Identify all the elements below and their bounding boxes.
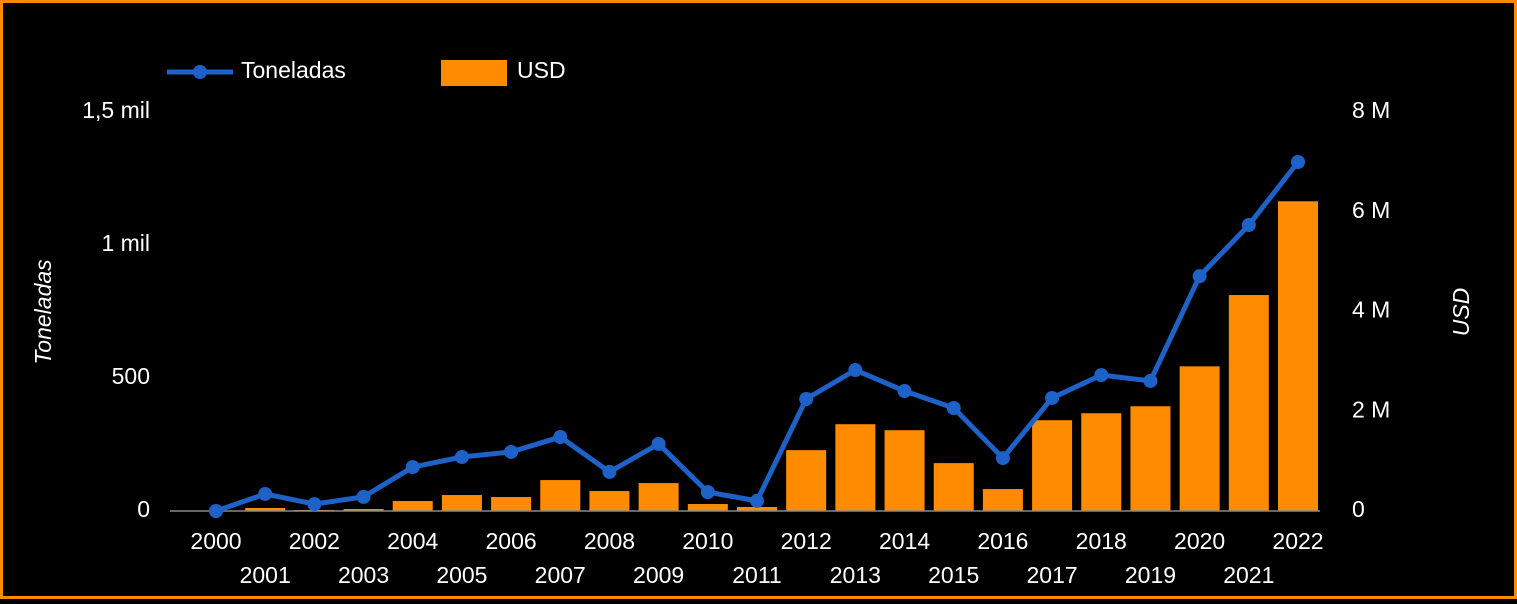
x-tick-label: 2003 [338, 562, 389, 588]
y-tick-label: 0 [137, 496, 150, 522]
line-point [750, 493, 764, 508]
y2-tick-label: 0 [1352, 496, 1365, 522]
x-tick-label: 2020 [1174, 528, 1225, 554]
x-tick-label: 2018 [1076, 528, 1127, 554]
bar [589, 491, 630, 511]
line-point [454, 450, 469, 465]
legend-label: Toneladas [241, 57, 346, 83]
bar [1179, 366, 1220, 511]
line-point [897, 384, 912, 399]
y-tick-label: 500 [112, 363, 150, 389]
line-point [995, 451, 1010, 466]
y2-tick-label: 6 M [1352, 197, 1390, 223]
bar [638, 483, 679, 511]
line-point [700, 485, 715, 500]
line-point [1143, 373, 1158, 388]
line-point [946, 401, 961, 416]
line-point [1192, 269, 1207, 284]
line-point [651, 436, 666, 451]
y2-tick-label: 8 M [1352, 97, 1390, 123]
x-tick-label: 2022 [1272, 528, 1323, 554]
line-point [356, 489, 371, 504]
bar [687, 504, 728, 511]
x-tick-label: 2017 [1027, 562, 1078, 588]
line-point [848, 363, 863, 378]
bar [1228, 295, 1269, 511]
x-tick-label: 2000 [190, 528, 241, 554]
x-tick-label: 2011 [732, 562, 781, 588]
legend-marker [193, 65, 207, 79]
bar [1032, 420, 1073, 511]
bar [343, 509, 384, 511]
bar [884, 430, 925, 511]
x-tick-label: 2016 [977, 528, 1028, 554]
y-axis-title: Toneladas [30, 259, 56, 365]
y2-tick-label: 4 M [1352, 297, 1390, 323]
line-point [799, 392, 814, 407]
bar [786, 450, 827, 511]
line-point [307, 497, 322, 512]
y-tick-label: 1,5 mil [82, 97, 150, 123]
line-point [504, 444, 519, 459]
x-tick-label: 2006 [486, 528, 537, 554]
x-tick-label: 2002 [289, 528, 340, 554]
x-tick-label: 2001 [240, 562, 291, 588]
bar [1278, 201, 1318, 511]
x-tick-label: 2012 [781, 528, 832, 554]
line-point [1241, 218, 1256, 233]
bar [982, 489, 1023, 511]
line-point [258, 486, 273, 501]
bar [1081, 413, 1122, 511]
bar [933, 463, 974, 511]
x-tick-label: 2004 [387, 528, 438, 554]
line-point [1291, 155, 1305, 170]
x-tick-label: 2019 [1125, 562, 1176, 588]
x-tick-label: 2008 [584, 528, 635, 554]
bar [835, 424, 876, 511]
line-point [553, 430, 568, 445]
x-tick-label: 2021 [1223, 562, 1274, 588]
x-tick-label: 2015 [928, 562, 979, 588]
bar [245, 508, 286, 511]
bar [737, 507, 777, 511]
bar [540, 480, 581, 511]
y2-axis-title: USD [1448, 288, 1474, 337]
x-tick-label: 2014 [879, 528, 930, 554]
line-point [405, 460, 420, 475]
x-tick-label: 2005 [436, 562, 487, 588]
bar [392, 501, 433, 511]
y-tick-label: 1 mil [101, 230, 150, 256]
line-point [1094, 368, 1109, 383]
legend-swatch [441, 60, 507, 86]
line-point [1045, 390, 1060, 405]
bar [441, 495, 482, 511]
y2-tick-label: 2 M [1352, 396, 1390, 422]
bar [1130, 406, 1171, 511]
x-tick-label: 2007 [535, 562, 586, 588]
line-point [602, 464, 617, 479]
x-tick-label: 2013 [830, 562, 881, 588]
legend-label: USD [517, 57, 566, 83]
x-tick-label: 2010 [682, 528, 733, 554]
x-tick-label: 2009 [633, 562, 684, 588]
line-point [209, 504, 223, 518]
bar [491, 497, 532, 511]
